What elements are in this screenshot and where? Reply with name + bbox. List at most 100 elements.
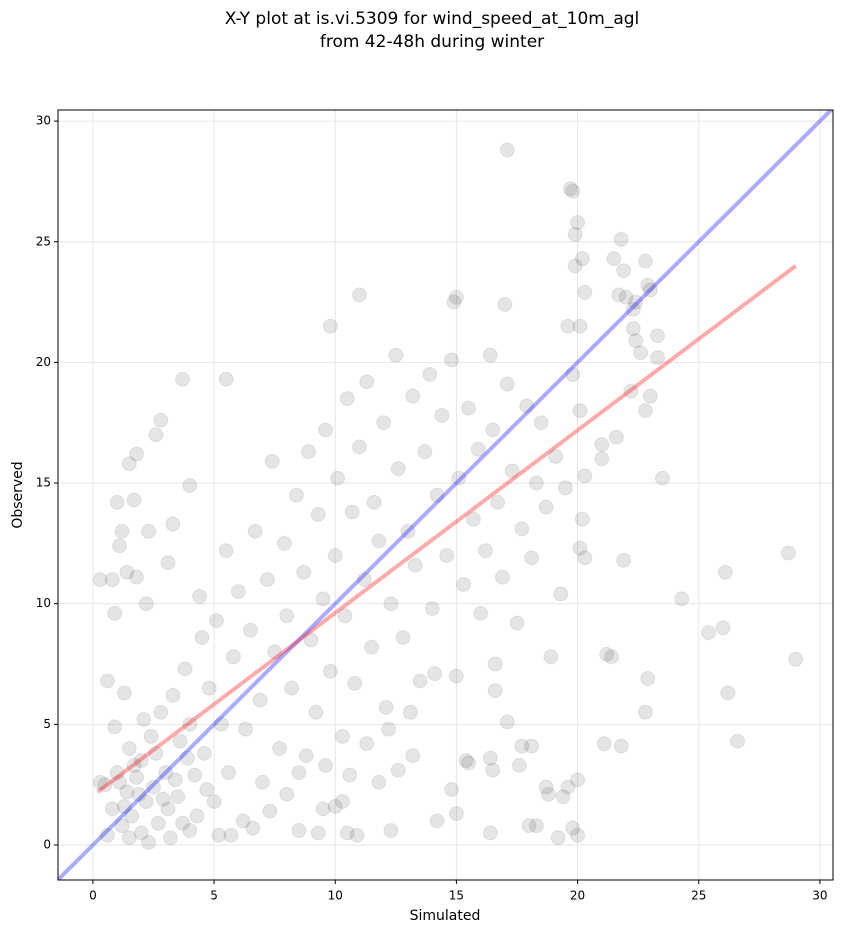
scatter-point	[279, 786, 295, 802]
scatter-point	[335, 794, 351, 810]
scatter-point	[211, 827, 227, 843]
x-tick-label: 20	[570, 889, 585, 903]
y-tick-label: 20	[36, 355, 51, 369]
scatter-point	[187, 767, 203, 783]
scatter-point	[439, 547, 455, 563]
scatter-point	[126, 492, 142, 508]
scatter-point	[577, 468, 593, 484]
scatter-point	[129, 446, 145, 462]
scatter-point	[170, 789, 186, 805]
scatter-point	[514, 521, 530, 537]
scatter-point	[148, 427, 164, 443]
scatter-point	[637, 253, 653, 269]
scatter-point	[528, 475, 544, 491]
scatter-point	[213, 716, 229, 732]
scatter-point	[565, 366, 581, 382]
scatter-point	[429, 487, 445, 503]
scatter-point	[599, 646, 615, 662]
scatter-point	[104, 572, 120, 588]
scatter-point	[225, 649, 241, 665]
scatter-point	[298, 748, 314, 764]
scatter-point	[303, 632, 319, 648]
scatter-point	[189, 808, 205, 824]
scatter-point	[296, 564, 312, 580]
scatter-point	[616, 263, 632, 279]
x-tick-label: 5	[210, 889, 218, 903]
scatter-point	[364, 639, 380, 655]
x-axis-label: Simulated	[410, 908, 481, 924]
scatter-point	[577, 550, 593, 566]
scatter-point	[109, 494, 125, 510]
scatter-point	[138, 596, 154, 612]
scatter-point	[553, 586, 569, 602]
scatter-point	[628, 294, 644, 310]
scatter-point	[351, 439, 367, 455]
plot-area	[58, 110, 833, 880]
scatter-point	[182, 477, 198, 493]
scatter-point	[378, 699, 394, 715]
y-axis-label: Observed	[10, 461, 26, 528]
scatter-point	[390, 461, 406, 477]
scatter-point	[487, 656, 503, 672]
scatter-point	[533, 415, 549, 431]
scatter-point	[780, 545, 796, 561]
y-tick-label: 30	[36, 114, 51, 128]
scatter-point	[446, 294, 462, 310]
reference-line	[96, 264, 797, 794]
scatter-point	[543, 649, 559, 665]
x-tick-label: 10	[328, 889, 343, 903]
scatter-point	[182, 823, 198, 839]
scatter-point	[642, 282, 658, 298]
scatter-point	[616, 552, 632, 568]
scatter-point	[196, 745, 212, 761]
scatter-point	[112, 538, 128, 554]
scatter-point	[126, 757, 142, 773]
scatter-point	[121, 830, 137, 846]
scatter-point	[611, 287, 627, 303]
scatter-point	[238, 721, 254, 737]
scatter-point	[717, 564, 733, 580]
scatter-point	[618, 289, 634, 305]
scatter-point	[405, 748, 421, 764]
scatter-point	[172, 733, 188, 749]
scatter-point	[119, 564, 135, 580]
scatter-point	[642, 388, 658, 404]
chart-title: X-Y plot at is.vi.5309 for wind_speed_at…	[225, 9, 640, 29]
scatter-point	[291, 765, 307, 781]
scatter-point	[129, 769, 145, 785]
scatter-point	[596, 736, 612, 752]
scatter-point	[192, 588, 208, 604]
scatter-point	[458, 753, 474, 769]
scatter-point	[528, 818, 544, 834]
scatter-point	[628, 333, 644, 349]
scatter-point	[114, 818, 130, 834]
chart-subtitle: from 42-48h during winter	[320, 32, 544, 52]
scatter-point	[201, 680, 217, 696]
scatter-point	[788, 651, 804, 667]
scatter-point	[148, 745, 164, 761]
x-tick-label: 25	[691, 889, 706, 903]
scatter-point	[567, 258, 583, 274]
scatter-point	[540, 786, 556, 802]
scatter-point	[131, 786, 147, 802]
scatter-point	[223, 827, 239, 843]
scatter-point	[165, 516, 181, 532]
scatter-point	[521, 818, 537, 834]
scatter-point	[424, 601, 440, 617]
scatter-point	[116, 798, 132, 814]
scatter-point	[206, 794, 222, 810]
scatter-point	[133, 825, 149, 841]
scatter-point	[359, 736, 375, 752]
scatter-point	[158, 765, 174, 781]
scatter-point	[119, 784, 135, 800]
scatter-point	[143, 728, 159, 744]
scatter-point	[444, 782, 460, 798]
scatter-point	[109, 765, 125, 781]
scatter-point	[327, 547, 343, 563]
scatter-point	[511, 757, 527, 773]
scatter-point	[572, 540, 588, 556]
scatter-point	[555, 789, 571, 805]
scatter-point	[92, 774, 108, 790]
scatter-point	[613, 738, 629, 754]
scatter-point	[390, 762, 406, 778]
